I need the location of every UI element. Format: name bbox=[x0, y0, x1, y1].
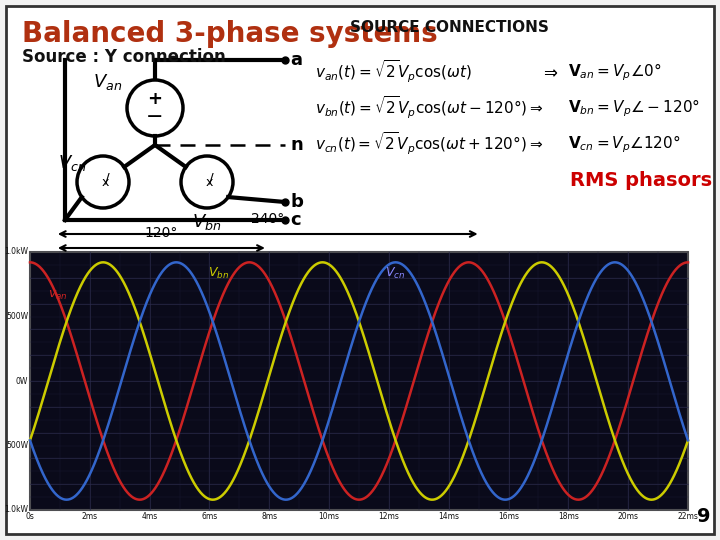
Text: 9: 9 bbox=[696, 507, 710, 526]
Text: 14ms: 14ms bbox=[438, 512, 459, 521]
Text: $V_{bn}$: $V_{bn}$ bbox=[207, 266, 229, 281]
Text: 12ms: 12ms bbox=[379, 512, 400, 521]
Text: RMS phasors !: RMS phasors ! bbox=[570, 171, 720, 190]
Text: $v_{cn}(t) = \sqrt{2}V_p\cos(\omega t + 120°)\Rightarrow$: $v_{cn}(t) = \sqrt{2}V_p\cos(\omega t + … bbox=[315, 131, 543, 157]
Text: $v_{an}(t) = \sqrt{2}V_p\cos(\omega t)$: $v_{an}(t) = \sqrt{2}V_p\cos(\omega t)$ bbox=[315, 59, 472, 85]
Text: b: b bbox=[290, 193, 303, 211]
Text: $v_{bn}(t) = \sqrt{2}V_p\cos(\omega t - 120°)\Rightarrow$: $v_{bn}(t) = \sqrt{2}V_p\cos(\omega t - … bbox=[315, 94, 544, 122]
Text: +: + bbox=[148, 90, 163, 108]
Text: 0W: 0W bbox=[16, 376, 28, 386]
Text: 16ms: 16ms bbox=[498, 512, 519, 521]
Text: −: − bbox=[146, 107, 163, 127]
Text: x: x bbox=[205, 177, 212, 190]
Text: $\mathbf{V}_{bn} = V_p\angle -120°$: $\mathbf{V}_{bn} = V_p\angle -120°$ bbox=[568, 97, 700, 119]
Text: 10ms: 10ms bbox=[318, 512, 340, 521]
Text: /: / bbox=[209, 171, 213, 185]
Text: Balanced 3-phase systems: Balanced 3-phase systems bbox=[22, 20, 438, 48]
Text: 4ms: 4ms bbox=[142, 512, 158, 521]
Text: $V_{an}$: $V_{an}$ bbox=[94, 72, 122, 92]
Text: $\mathbf{V}_{cn} = V_p\angle 120°$: $\mathbf{V}_{cn} = V_p\angle 120°$ bbox=[568, 133, 680, 155]
Text: 18ms: 18ms bbox=[558, 512, 579, 521]
Text: $\mathbf{V}_{an} = V_p\angle 0°$: $\mathbf{V}_{an} = V_p\angle 0°$ bbox=[568, 61, 662, 83]
Text: 0s: 0s bbox=[26, 512, 35, 521]
Bar bbox=[30, 252, 688, 510]
Text: 22ms: 22ms bbox=[678, 512, 698, 521]
Text: 500W: 500W bbox=[6, 312, 28, 321]
Text: 20ms: 20ms bbox=[618, 512, 639, 521]
Text: c: c bbox=[290, 211, 301, 229]
Text: $V_{bn}$: $V_{bn}$ bbox=[192, 212, 222, 232]
Text: 2ms: 2ms bbox=[82, 512, 98, 521]
Text: $\Rightarrow$: $\Rightarrow$ bbox=[540, 63, 559, 81]
Text: 500W: 500W bbox=[6, 441, 28, 450]
Text: n: n bbox=[290, 136, 302, 154]
Text: 240°: 240° bbox=[251, 212, 284, 226]
Text: $V_{cn}$: $V_{cn}$ bbox=[385, 266, 405, 281]
Text: /: / bbox=[104, 171, 109, 185]
Text: 120°: 120° bbox=[145, 226, 178, 240]
Text: a: a bbox=[290, 51, 302, 69]
Text: x: x bbox=[102, 177, 109, 190]
Text: $V_{cn}$: $V_{cn}$ bbox=[58, 153, 86, 173]
Text: SOURCE CONNECTIONS: SOURCE CONNECTIONS bbox=[350, 20, 549, 35]
Text: Source : Y connection: Source : Y connection bbox=[22, 48, 226, 66]
Text: 1.0kW: 1.0kW bbox=[4, 505, 28, 515]
Text: 6ms: 6ms bbox=[202, 512, 217, 521]
Text: $v_{an}$: $v_{an}$ bbox=[48, 289, 68, 302]
Text: 1.0kW: 1.0kW bbox=[4, 247, 28, 256]
Text: 8ms: 8ms bbox=[261, 512, 277, 521]
